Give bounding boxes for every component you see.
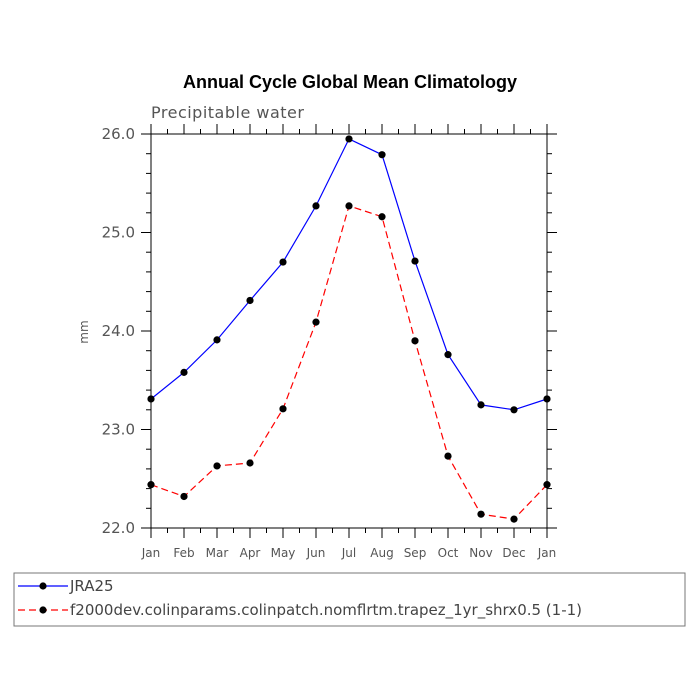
x-tick-label: Sep (404, 546, 427, 560)
plot-frame (150, 133, 548, 529)
plot-series (147, 135, 551, 523)
series-1-point (312, 202, 320, 210)
series-2-point (147, 481, 155, 489)
x-tick-label: Jan (141, 546, 161, 560)
chart-title: Annual Cycle Global Mean Climatology (183, 72, 517, 92)
series-1-point (510, 406, 518, 414)
series-1-point (411, 257, 419, 265)
x-tick-label: Dec (502, 546, 525, 560)
x-tick-label: May (271, 546, 296, 560)
x-tick-label: Mar (206, 546, 229, 560)
series-2-point (180, 492, 188, 501)
series-1-point (213, 336, 221, 344)
legend-box (13, 572, 686, 627)
series-2-point (312, 318, 320, 326)
x-tick-label: Feb (173, 546, 194, 560)
y-axis-label: mm (77, 320, 91, 343)
series-2-point (411, 337, 419, 345)
y-tick-label: 25.0 (102, 224, 135, 242)
series-1-point (279, 258, 287, 266)
series-1-point (378, 151, 386, 159)
x-tick-label: Jun (306, 546, 326, 560)
series-1-point (543, 395, 551, 403)
x-tick-label: Oct (438, 546, 459, 560)
series-2-point (543, 481, 551, 489)
series-line-2 (150, 205, 548, 520)
series-1-point (246, 296, 254, 305)
series-2-point (378, 213, 386, 221)
series-2-point (246, 459, 254, 467)
series-2-point (213, 462, 221, 470)
series-1-point (444, 351, 452, 359)
series-2-point (444, 452, 452, 460)
series-2-point (477, 510, 485, 518)
series-2-point (279, 405, 287, 413)
series-2-point (510, 515, 518, 523)
series-line-1 (150, 138, 548, 411)
x-tick-label: Aug (370, 546, 393, 560)
series-2-point (345, 202, 353, 210)
legend-label-1: JRA25 (69, 577, 114, 595)
plot-axes: 22.0 23.0 24.0 25.0 26.0 Jan Feb Mar Apr May Jun Ju… (102, 124, 557, 560)
y-tick-label: 24.0 (102, 322, 135, 340)
legend-marker-2 (39, 606, 47, 614)
x-tick-label: Apr (240, 546, 261, 560)
series-1-point (477, 401, 485, 409)
legend-marker-1 (39, 582, 47, 590)
x-tick-label: Jan (537, 546, 557, 560)
y-tick-label: 23.0 (102, 421, 135, 439)
chart-subtitle: Precipitable water (151, 103, 304, 122)
y-tick-label: 22.0 (102, 519, 135, 537)
series-1-point (147, 395, 155, 403)
series-1-point (345, 135, 353, 143)
legend: JRA25 f2000dev.colinparams.colinpatch.nom… (13, 572, 686, 627)
series-1-point (180, 368, 188, 376)
legend-label-2: f2000dev.colinparams.colinpatch.nomflrtm… (70, 601, 582, 620)
x-tick-label: Nov (469, 546, 492, 560)
x-tick-label: Jul (341, 546, 356, 560)
y-tick-label: 26.0 (102, 125, 135, 143)
